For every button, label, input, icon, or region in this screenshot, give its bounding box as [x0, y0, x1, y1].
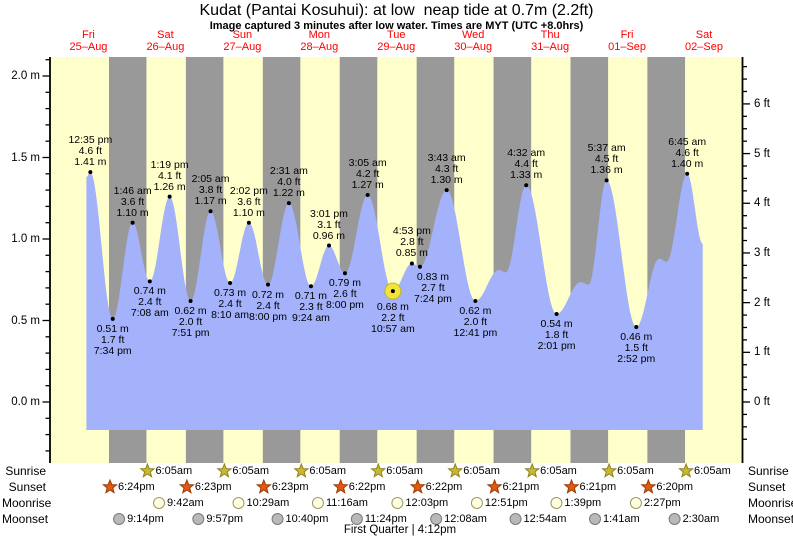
moonset-icon	[430, 513, 443, 525]
moonrise-icon	[470, 497, 483, 509]
tide-point-dot	[130, 220, 135, 225]
moonrise-icon	[311, 497, 324, 509]
tide-point-dot	[167, 194, 172, 199]
tide-point-dot	[634, 325, 639, 330]
sunrise-icon	[139, 462, 156, 478]
sunrise-row-label-left: Sunrise	[5, 464, 46, 478]
moonrise-row-label-left: Moonrise	[2, 496, 52, 510]
tide-area	[86, 172, 703, 430]
tide-point-dot	[286, 201, 291, 206]
tide-point-dot	[473, 298, 478, 303]
sunset-icon	[409, 478, 426, 494]
sunrise-icon	[601, 462, 618, 478]
tide-point-dot	[417, 264, 422, 269]
tide-point-dot	[88, 170, 93, 175]
tide-point-dot	[604, 178, 609, 183]
tide-point-dot	[444, 188, 449, 193]
sunset-icon	[332, 478, 349, 494]
tide-point-dot	[342, 271, 347, 276]
sunset-icon	[486, 478, 503, 494]
sunrise-icon	[524, 462, 541, 478]
sunset-icon	[640, 478, 657, 494]
moonrise-icon	[550, 497, 563, 509]
sunrise-icon	[216, 462, 233, 478]
tide-point-dot	[365, 192, 370, 197]
tide-point-dot	[326, 243, 331, 248]
tide-point-dot	[110, 316, 115, 321]
moonset-icon	[509, 513, 522, 525]
tide-point-dot	[685, 171, 690, 176]
moonset-icon	[589, 513, 602, 525]
sunset-icon	[255, 478, 272, 494]
moonrise-icon	[391, 497, 404, 509]
sunset-icon	[178, 478, 195, 494]
sunset-icon	[101, 478, 118, 494]
moonset-icon	[192, 513, 205, 525]
moonrise-icon	[232, 497, 245, 509]
moon-phase-label: First Quarter | 4:12pm	[343, 524, 457, 536]
tide-point-dot	[266, 282, 271, 287]
sunset-row-label-left: Sunset	[8, 480, 46, 494]
moonset-row-label-left: Moonset	[2, 512, 49, 526]
tide-point-dot	[524, 183, 529, 188]
moonset-icon	[271, 513, 284, 525]
moonset-icon	[668, 513, 681, 525]
sunrise-row-label-right: Sunrise	[748, 464, 789, 478]
moonrise-icon	[153, 497, 166, 509]
moonrise-icon	[629, 497, 642, 509]
tide-point-dot	[188, 298, 193, 303]
sunrise-icon	[447, 462, 464, 478]
sunrise-icon	[293, 462, 310, 478]
moonset-icon	[113, 513, 126, 525]
tide-point-dot	[147, 279, 152, 284]
chart-title: Kudat (Pantai Kosuhui): at low neap tide…	[199, 2, 594, 19]
sunset-row-label-right: Sunset	[748, 480, 786, 494]
sunrise-icon	[370, 462, 387, 478]
tide-point-dot	[390, 289, 395, 294]
tide-point-dot	[208, 209, 213, 214]
tide-point-dot	[228, 281, 233, 286]
tide-point-dot	[554, 311, 559, 316]
tide-point-dot	[246, 220, 251, 225]
sunrise-icon	[678, 462, 695, 478]
sunset-icon	[563, 478, 580, 494]
moonrise-row-label-right: Moonrise	[748, 496, 793, 510]
tide-point-dot	[308, 284, 313, 289]
axis-ticks	[42, 59, 750, 452]
moonset-row-label-right: Moonset	[748, 512, 793, 526]
tide-point-dots	[88, 170, 690, 330]
chart-subtitle: Image captured 3 minutes after low water…	[209, 20, 584, 32]
tide-point-dot	[409, 261, 414, 266]
moonset-icon	[350, 513, 363, 525]
